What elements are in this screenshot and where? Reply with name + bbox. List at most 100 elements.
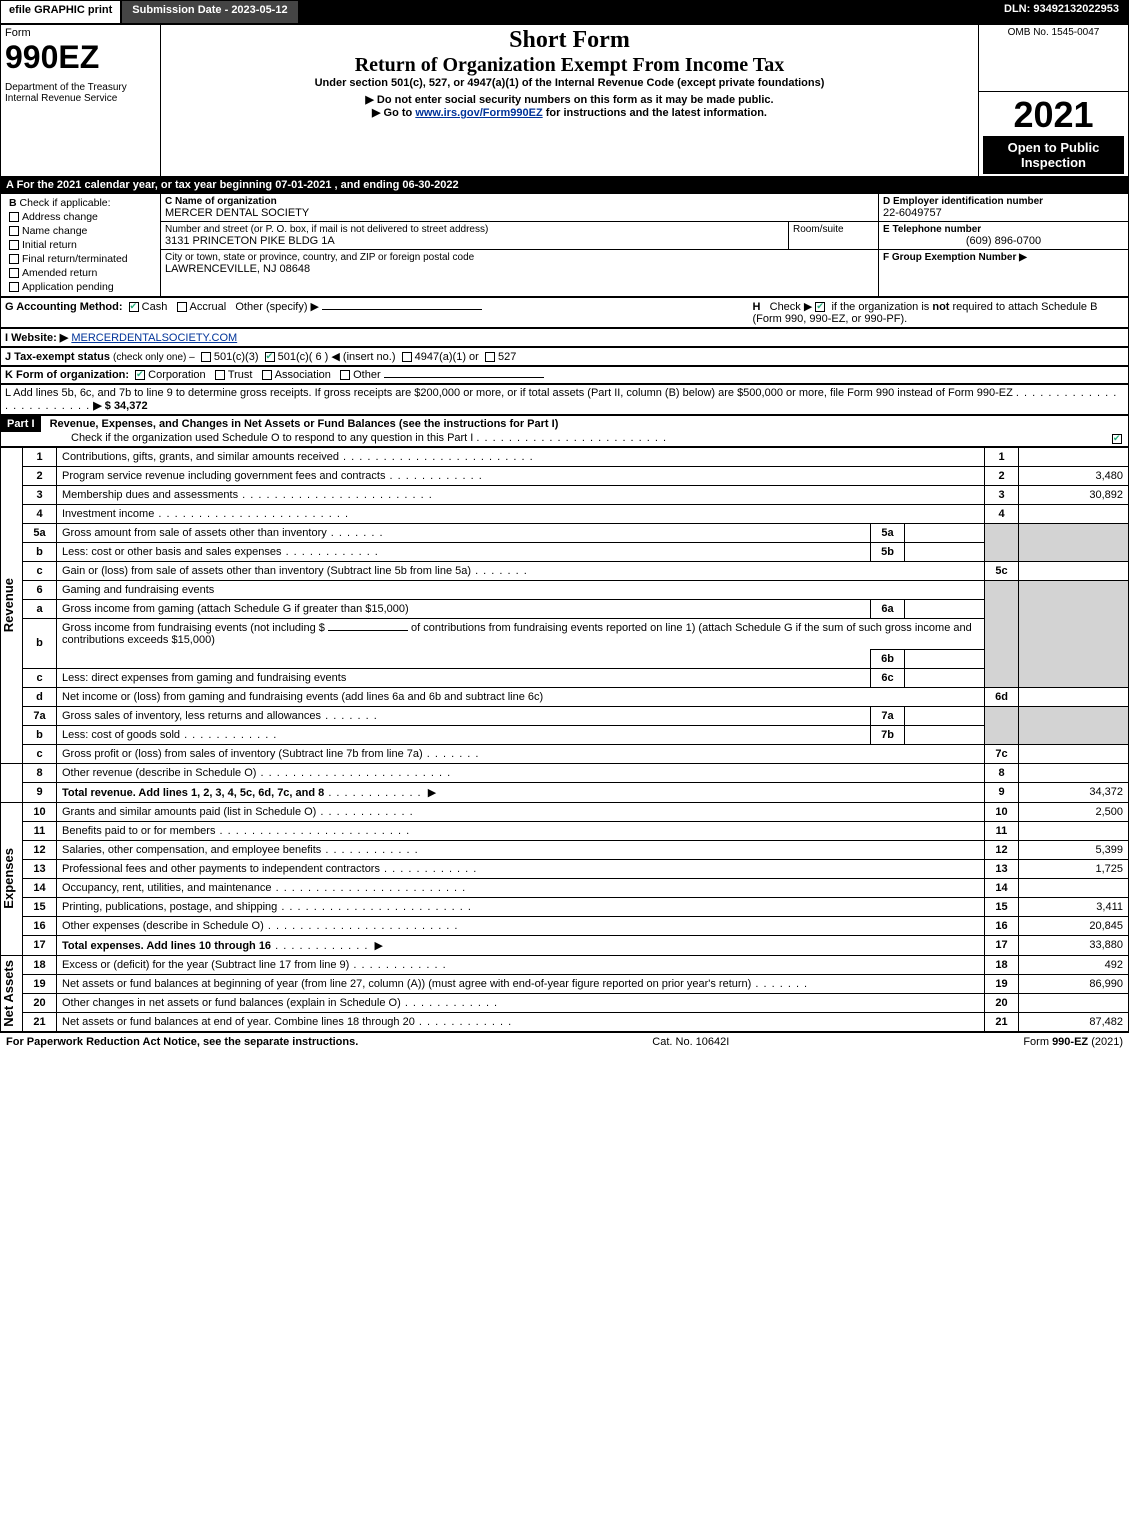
line-1-box: 1 [985, 447, 1019, 466]
line-20-box: 20 [985, 993, 1019, 1012]
part-i-title: Revenue, Expenses, and Changes in Net As… [44, 418, 559, 430]
line-15-num: 15 [23, 897, 57, 916]
box-e-hdr: E Telephone number [883, 224, 1124, 235]
website-link[interactable]: MERCERDENTALSOCIETY.COM [71, 332, 237, 344]
open-public-badge: Open to Public Inspection [983, 136, 1124, 174]
line-9-box: 9 [985, 782, 1019, 802]
line-5b-val[interactable] [905, 542, 985, 561]
line-6a-num: a [23, 599, 57, 618]
line-7b-desc: Less: cost of goods sold [62, 729, 180, 741]
street-hdr: Number and street (or P. O. box, if mail… [165, 224, 784, 235]
line-4-box: 4 [985, 504, 1019, 523]
checkbox-schedule-o[interactable] [1112, 434, 1122, 444]
lbl-amended-return: Amended return [22, 267, 97, 279]
line-6b-num: b [23, 618, 57, 668]
other-org-input[interactable] [384, 377, 544, 378]
line-4-desc: Investment income [62, 508, 154, 520]
box-c-hdr: C Name of organization [165, 196, 874, 207]
line-18-num: 18 [23, 955, 57, 974]
line-18-amt: 492 [1019, 955, 1129, 974]
submission-date-label: Submission Date - 2023-05-12 [121, 0, 298, 24]
form-word: Form [5, 27, 156, 39]
line-j-sub: (check only one) ‒ [113, 352, 195, 363]
line-6b-blank[interactable] [328, 630, 408, 631]
line-7a-num: 7a [23, 706, 57, 725]
line-6-desc: Gaming and fundraising events [62, 584, 214, 596]
checkbox-cash[interactable] [129, 302, 139, 312]
line-12-desc: Salaries, other compensation, and employ… [62, 844, 321, 856]
checkbox-trust[interactable] [215, 370, 225, 380]
line-11-amt [1019, 821, 1129, 840]
form-header: Form 990EZ Department of the Treasury In… [0, 24, 1129, 177]
line-h-text1: Check ▶ [770, 301, 813, 313]
checkbox-other-org[interactable] [340, 370, 350, 380]
box-d-hdr: D Employer identification number [883, 196, 1124, 207]
instr-1: ▶ Do not enter social security numbers o… [165, 93, 974, 106]
line-17-box: 17 [985, 935, 1019, 955]
line-8-box: 8 [985, 763, 1019, 782]
line-11-num: 11 [23, 821, 57, 840]
checkbox-accrual[interactable] [177, 302, 187, 312]
box-f-hdr: F Group Exemption Number ▶ [883, 252, 1124, 263]
line-6b-val[interactable] [905, 649, 985, 668]
line-7a-sb: 7a [871, 706, 905, 725]
line-6a-val[interactable] [905, 599, 985, 618]
checkbox-501c3[interactable] [201, 352, 211, 362]
lbl-final-return: Final return/terminated [22, 253, 128, 265]
line-7a-val[interactable] [905, 706, 985, 725]
line-16-amt: 20,845 [1019, 916, 1129, 935]
footer-right-pre: Form [1023, 1036, 1052, 1048]
irs-link[interactable]: www.irs.gov/Form990EZ [415, 107, 542, 119]
line-16-desc: Other expenses (describe in Schedule O) [62, 920, 264, 932]
line-10-amt: 2,500 [1019, 802, 1129, 821]
checkbox-assoc[interactable] [262, 370, 272, 380]
checkbox-final-return[interactable] [9, 254, 19, 264]
line-14-amt [1019, 878, 1129, 897]
line-6c-sb: 6c [871, 668, 905, 687]
checkbox-application-pending[interactable] [9, 282, 19, 292]
instr-2-post: for instructions and the latest informat… [543, 107, 767, 119]
top-bar: efile GRAPHIC print Submission Date - 20… [0, 0, 1129, 24]
line-10-num: 10 [23, 802, 57, 821]
line-l-text: L Add lines 5b, 6c, and 7b to line 9 to … [5, 387, 1013, 399]
lbl-address-change: Address change [22, 211, 98, 223]
checkbox-schedule-b[interactable] [815, 302, 825, 312]
city-hdr: City or town, state or province, country… [165, 252, 874, 263]
line-21-desc: Net assets or fund balances at end of ye… [62, 1016, 415, 1028]
line-7b-sb: 7b [871, 725, 905, 744]
checkbox-527[interactable] [485, 352, 495, 362]
line-11-desc: Benefits paid to or for members [62, 825, 215, 837]
checkbox-amended-return[interactable] [9, 268, 19, 278]
checkbox-4947[interactable] [402, 352, 412, 362]
lbl-assoc: Association [275, 369, 331, 381]
efile-print-label[interactable]: efile GRAPHIC print [0, 0, 121, 24]
footer-right-post: (2021) [1088, 1036, 1123, 1048]
checkbox-501c[interactable] [265, 352, 275, 362]
line-11-box: 11 [985, 821, 1019, 840]
line-10-desc: Grants and similar amounts paid (list in… [62, 806, 316, 818]
lbl-trust: Trust [228, 369, 253, 381]
dln-label: DLN: 93492132022953 [994, 0, 1129, 24]
line-7b-num: b [23, 725, 57, 744]
line-12-num: 12 [23, 840, 57, 859]
line-i-label: I Website: ▶ [5, 332, 68, 344]
line-16-box: 16 [985, 916, 1019, 935]
checkbox-corp[interactable] [135, 370, 145, 380]
other-specify-input[interactable] [322, 309, 482, 310]
ein-value: 22-6049757 [883, 207, 1124, 219]
line-9-num: 9 [23, 782, 57, 802]
line-6c-val[interactable] [905, 668, 985, 687]
line-12-box: 12 [985, 840, 1019, 859]
line-h-text3: required to attach Schedule B [949, 301, 1097, 313]
line-5a-num: 5a [23, 523, 57, 542]
line-19-num: 19 [23, 974, 57, 993]
checkbox-name-change[interactable] [9, 226, 19, 236]
lbl-name-change: Name change [22, 225, 87, 237]
checkbox-address-change[interactable] [9, 212, 19, 222]
line-5c-num: c [23, 561, 57, 580]
part-i-sub: Check if the organization used Schedule … [1, 432, 473, 444]
line-5a-val[interactable] [905, 523, 985, 542]
line-12-amt: 5,399 [1019, 840, 1129, 859]
line-7b-val[interactable] [905, 725, 985, 744]
checkbox-initial-return[interactable] [9, 240, 19, 250]
